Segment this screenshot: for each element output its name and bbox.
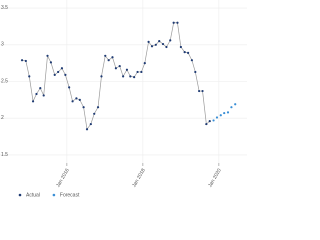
data-point — [136, 70, 139, 74]
data-point — [223, 111, 226, 115]
data-point — [111, 56, 114, 59]
data-point — [154, 43, 157, 46]
data-point — [31, 100, 35, 103]
series-line — [21, 22, 210, 131]
data-point — [179, 45, 182, 49]
data-point — [226, 111, 230, 114]
data-point — [75, 97, 78, 100]
data-point — [147, 40, 150, 43]
data-point — [28, 75, 31, 78]
data-point — [46, 54, 49, 57]
legend-label: Actual — [26, 192, 40, 198]
data-point — [100, 75, 103, 78]
x-tick-label: Jan 2018 — [131, 167, 147, 188]
data-point — [161, 42, 165, 46]
data-point — [201, 89, 204, 93]
data-point — [42, 94, 45, 97]
data-point — [133, 75, 136, 79]
legend-label: Forecast — [60, 192, 80, 198]
data-point — [143, 62, 146, 65]
data-point — [183, 51, 186, 54]
data-point — [158, 40, 161, 43]
data-point — [212, 119, 215, 122]
chart: 1.5 2 2.5 3 3.5 Jan 2016 Jan 2018 Jan 2020 Actua… — [0, 0, 247, 198]
data-point — [219, 114, 222, 117]
data-point — [53, 73, 56, 76]
data-point — [122, 75, 125, 78]
data-point — [35, 92, 38, 96]
data-point — [85, 128, 89, 131]
data-point — [215, 116, 219, 119]
y-tick-label: 1.5 — [1, 152, 8, 158]
data-point — [129, 75, 132, 78]
data-point — [114, 67, 117, 70]
data-point — [39, 87, 42, 90]
data-point — [118, 64, 121, 68]
data-point — [176, 21, 179, 24]
data-point — [49, 61, 53, 64]
data-point — [71, 100, 74, 103]
y-tick-label: 3.5 — [1, 5, 8, 11]
y-tick-label: 3 — [1, 42, 4, 48]
data-point — [78, 98, 81, 101]
data-point — [194, 70, 197, 74]
data-point — [20, 59, 24, 62]
data-point — [150, 45, 154, 48]
data-point — [93, 112, 96, 115]
data-point — [107, 59, 110, 62]
data-point — [169, 39, 172, 42]
data-point — [234, 103, 237, 106]
x-tick-label: Jan 2016 — [55, 167, 71, 188]
data-point — [205, 122, 208, 126]
data-point — [104, 54, 107, 57]
data-point — [230, 106, 233, 109]
data-point — [57, 70, 60, 74]
data-point — [190, 59, 193, 62]
data-point — [68, 86, 71, 89]
data-point — [60, 67, 64, 70]
data-point — [89, 122, 92, 126]
data-point — [208, 120, 211, 123]
x-tick-label: Jan 2020 — [207, 167, 223, 188]
data-point — [198, 89, 201, 93]
legend-marker — [18, 193, 22, 197]
data-point — [125, 68, 129, 71]
data-point — [172, 21, 175, 24]
data-point — [165, 45, 168, 49]
data-point — [140, 70, 143, 74]
y-tick-label: 2 — [1, 115, 4, 121]
data-point — [96, 106, 100, 109]
data-point — [64, 73, 67, 76]
legend-marker — [52, 193, 56, 197]
y-tick-label: 2.5 — [1, 78, 8, 84]
data-point — [82, 106, 85, 109]
data-point — [187, 51, 190, 54]
data-point — [24, 59, 27, 63]
